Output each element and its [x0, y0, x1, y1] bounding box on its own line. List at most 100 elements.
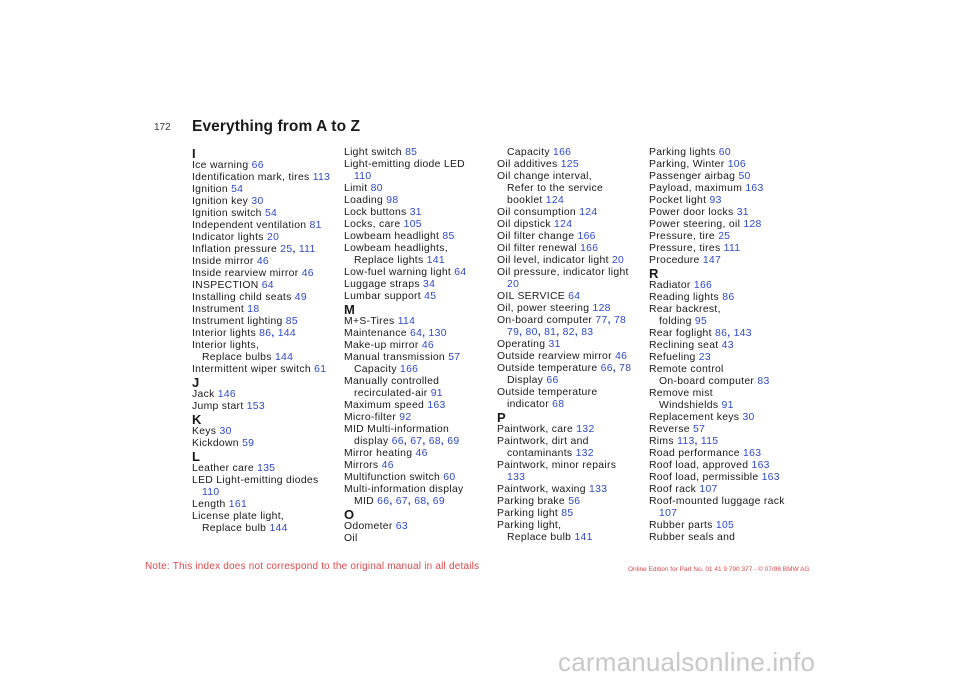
- page-ref-link[interactable]: 77: [595, 315, 608, 326]
- page-ref-link[interactable]: 82: [562, 327, 575, 338]
- page-ref-link[interactable]: 92: [399, 412, 412, 423]
- page-ref-link[interactable]: 86: [715, 328, 728, 339]
- page-ref-link[interactable]: 46: [421, 340, 434, 351]
- page-ref-link[interactable]: 78: [613, 315, 627, 326]
- page-ref-link[interactable]: 31: [736, 207, 749, 218]
- page-ref-link[interactable]: 69: [432, 496, 445, 507]
- page-ref-link[interactable]: 143: [733, 328, 752, 339]
- page-ref-link[interactable]: 83: [581, 327, 594, 338]
- page-ref-link[interactable]: 49: [294, 292, 307, 303]
- page-ref-link[interactable]: 46: [381, 460, 394, 471]
- page-ref-link[interactable]: 34: [423, 279, 436, 290]
- page-ref-link[interactable]: 98: [386, 195, 399, 206]
- page-ref-link[interactable]: 46: [301, 268, 314, 279]
- page-ref-link[interactable]: 25: [718, 231, 731, 242]
- page-ref-link[interactable]: 111: [723, 243, 741, 254]
- page-ref-link[interactable]: 163: [743, 448, 762, 459]
- page-ref-link[interactable]: 128: [592, 303, 611, 314]
- page-ref-link[interactable]: 135: [257, 463, 276, 474]
- page-ref-link[interactable]: 85: [561, 508, 574, 519]
- page-ref-link[interactable]: 163: [751, 460, 770, 471]
- page-ref-link[interactable]: 68: [414, 496, 427, 507]
- page-ref-link[interactable]: 78: [619, 363, 632, 374]
- page-ref-link[interactable]: 18: [247, 304, 260, 315]
- page-ref-link[interactable]: 130: [428, 328, 447, 339]
- page-ref-link[interactable]: 166: [693, 280, 713, 291]
- page-ref-link[interactable]: 66: [546, 375, 559, 386]
- page-ref-link[interactable]: 86: [259, 328, 272, 339]
- page-ref-link[interactable]: 43: [721, 340, 734, 351]
- page-ref-link[interactable]: 153: [246, 401, 265, 412]
- page-ref-link[interactable]: 163: [745, 183, 764, 194]
- page-ref-link[interactable]: 115: [700, 436, 719, 447]
- page-ref-link[interactable]: 113: [677, 436, 695, 447]
- page-ref-link[interactable]: 80: [370, 183, 383, 194]
- page-ref-link[interactable]: 105: [403, 219, 422, 230]
- page-ref-link[interactable]: 46: [256, 256, 269, 267]
- page-ref-link[interactable]: 46: [615, 351, 628, 362]
- page-ref-link[interactable]: 66: [391, 436, 404, 447]
- page-ref-link[interactable]: 144: [277, 328, 296, 339]
- page-ref-link[interactable]: 64: [410, 328, 423, 339]
- page-ref-link[interactable]: 124: [545, 195, 565, 206]
- page-ref-link[interactable]: 30: [251, 196, 264, 207]
- page-ref-link[interactable]: 63: [395, 521, 408, 532]
- page-ref-link[interactable]: 163: [427, 400, 446, 411]
- page-ref-link[interactable]: 23: [698, 352, 711, 363]
- page-ref-link[interactable]: 113: [312, 172, 331, 183]
- page-ref-link[interactable]: 128: [743, 219, 762, 230]
- page-ref-link[interactable]: 166: [400, 364, 419, 375]
- page-ref-link[interactable]: 95: [694, 316, 708, 327]
- page-ref-link[interactable]: 144: [274, 352, 294, 363]
- page-ref-link[interactable]: 133: [507, 472, 526, 483]
- page-ref-link[interactable]: 132: [575, 448, 594, 459]
- page-ref-link[interactable]: 69: [447, 436, 460, 447]
- page-ref-link[interactable]: 166: [577, 231, 596, 242]
- page-ref-link[interactable]: 64: [454, 267, 467, 278]
- page-ref-link[interactable]: 56: [568, 496, 581, 507]
- page-ref-link[interactable]: 144: [269, 523, 288, 534]
- page-ref-link[interactable]: 30: [742, 412, 755, 423]
- page-ref-link[interactable]: 166: [553, 147, 572, 158]
- page-ref-link[interactable]: 31: [548, 339, 561, 350]
- page-ref-link[interactable]: 81: [544, 327, 557, 338]
- page-ref-link[interactable]: 147: [702, 255, 722, 266]
- page-ref-link[interactable]: 93: [709, 195, 722, 206]
- page-ref-link[interactable]: 68: [552, 399, 565, 410]
- page-ref-link[interactable]: 83: [757, 376, 770, 387]
- page-ref-link[interactable]: 66: [600, 363, 613, 374]
- page-ref-link[interactable]: 85: [442, 231, 455, 242]
- page-ref-link[interactable]: 66: [377, 496, 390, 507]
- page-ref-link[interactable]: 166: [580, 243, 599, 254]
- page-ref-link[interactable]: 86: [722, 292, 735, 303]
- page-ref-link[interactable]: 132: [576, 424, 595, 435]
- page-ref-link[interactable]: 105: [715, 520, 735, 531]
- page-ref-link[interactable]: 85: [405, 147, 418, 158]
- page-ref-link[interactable]: 124: [554, 219, 573, 230]
- page-ref-link[interactable]: 31: [409, 207, 422, 218]
- page-ref-link[interactable]: 68: [428, 436, 441, 447]
- page-ref-link[interactable]: 107: [699, 484, 718, 495]
- page-ref-link[interactable]: 111: [298, 244, 316, 255]
- page-ref-link[interactable]: 67: [395, 496, 408, 507]
- page-ref-link[interactable]: 91: [430, 388, 443, 399]
- page-ref-link[interactable]: 45: [424, 291, 437, 302]
- page-ref-link[interactable]: 57: [692, 424, 706, 435]
- page-ref-link[interactable]: 114: [397, 316, 416, 327]
- page-ref-link[interactable]: 60: [443, 472, 456, 483]
- page-ref-link[interactable]: 46: [415, 448, 428, 459]
- page-ref-link[interactable]: 54: [264, 208, 278, 219]
- page-ref-link[interactable]: 106: [727, 159, 746, 170]
- page-ref-link[interactable]: 133: [589, 484, 608, 495]
- page-ref-link[interactable]: 20: [611, 255, 625, 266]
- page-ref-link[interactable]: 79: [507, 327, 520, 338]
- page-ref-link[interactable]: 54: [231, 184, 244, 195]
- page-ref-link[interactable]: 64: [568, 291, 581, 302]
- page-ref-link[interactable]: 20: [507, 279, 520, 290]
- page-ref-link[interactable]: 60: [718, 147, 731, 158]
- page-ref-link[interactable]: 50: [738, 171, 751, 182]
- page-ref-link[interactable]: 107: [659, 508, 678, 519]
- page-ref-link[interactable]: 25: [280, 244, 293, 255]
- page-ref-link[interactable]: 80: [525, 327, 538, 338]
- page-ref-link[interactable]: 110: [202, 487, 220, 498]
